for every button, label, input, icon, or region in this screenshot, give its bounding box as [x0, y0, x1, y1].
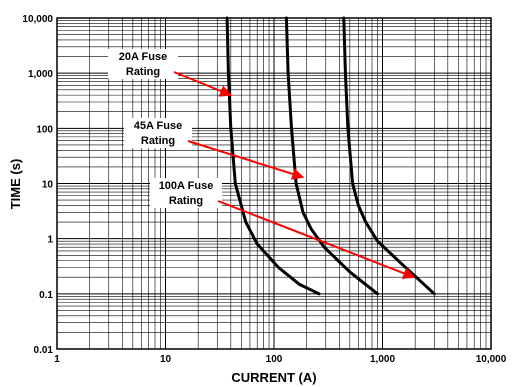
fuse-rating-annotation: 100A Fuse Rating [150, 178, 416, 279]
annotation-label-line: 45A Fuse [134, 120, 183, 132]
annotation-label-line: 100A Fuse [159, 180, 214, 192]
fuse-curve-1 [225, 16, 321, 296]
series-layer [225, 16, 436, 296]
annotation-layer: 20A Fuse Rating 45A Fuse Rating 100A Fuse Rat… [108, 49, 416, 279]
fuse-rating-annotation: 20A Fuse Rating [108, 49, 232, 97]
fuse-curve-3 [342, 16, 436, 296]
y-tick-label: 1,000 [28, 69, 53, 80]
x-tick-labels: 1 10 100 1,000 10,000 [54, 354, 507, 365]
annotation-label-line: Rating [169, 195, 203, 207]
annotation-label-line: Rating [141, 135, 175, 147]
x-axis-title: CURRENT (A) [231, 370, 316, 385]
annotation-box [150, 178, 222, 208]
y-tick-label: 10,000 [22, 14, 53, 25]
annotation-label-line: Rating [126, 66, 160, 78]
annotation-arrow [173, 71, 232, 97]
x-tick-label: 1 [54, 354, 60, 365]
x-tick-label: 100 [266, 354, 283, 365]
y-tick-label: 10 [42, 180, 54, 191]
x-tick-label: 10,000 [476, 354, 507, 365]
x-tick-label: 10 [160, 354, 172, 365]
y-tick-labels: 0.01 0.1 1 10 100 1,000 10,000 [22, 14, 53, 356]
plot-frame [56, 17, 492, 350]
fuse-curve-2 [284, 16, 379, 296]
y-tick-label: 100 [36, 124, 53, 135]
x-tick-label: 1,000 [370, 354, 395, 365]
y-tick-label: 1 [47, 235, 53, 246]
annotation-box [124, 118, 192, 148]
annotation-arrow [217, 200, 416, 279]
y-tick-label: 0.01 [34, 345, 54, 356]
annotation-arrow [187, 140, 305, 180]
annotation-box [108, 49, 178, 79]
y-tick-label: 0.1 [39, 290, 53, 301]
annotation-label-line: 20A Fuse [119, 51, 168, 63]
y-axis-title: TIME (s) [8, 159, 23, 210]
fuse-rating-annotation: 45A Fuse Rating [124, 118, 305, 180]
